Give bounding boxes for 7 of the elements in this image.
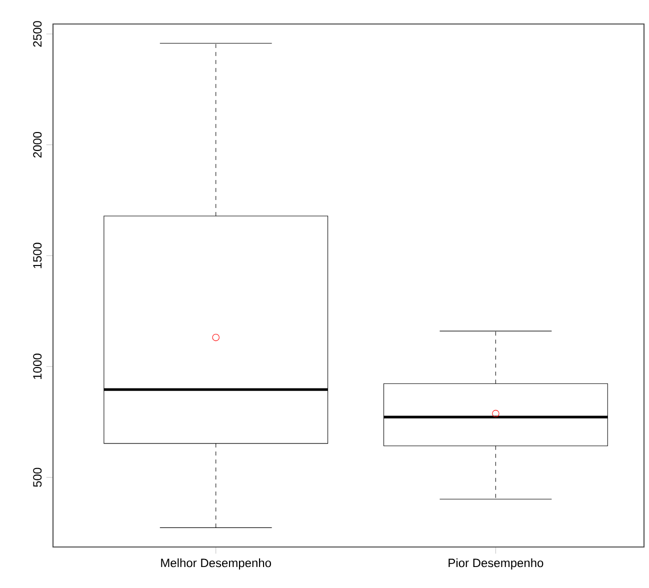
- y-tick-label: 1500: [33, 242, 42, 268]
- x-tick-label: Pior Desempenho: [448, 558, 544, 570]
- x-tick-label: Melhor Desempenho: [161, 558, 272, 570]
- y-tick-label: 1000: [33, 354, 42, 379]
- y-tick-label: 2500: [33, 21, 42, 47]
- y-tick-label: 500: [33, 468, 42, 487]
- y-tick-label: 2000: [33, 132, 42, 158]
